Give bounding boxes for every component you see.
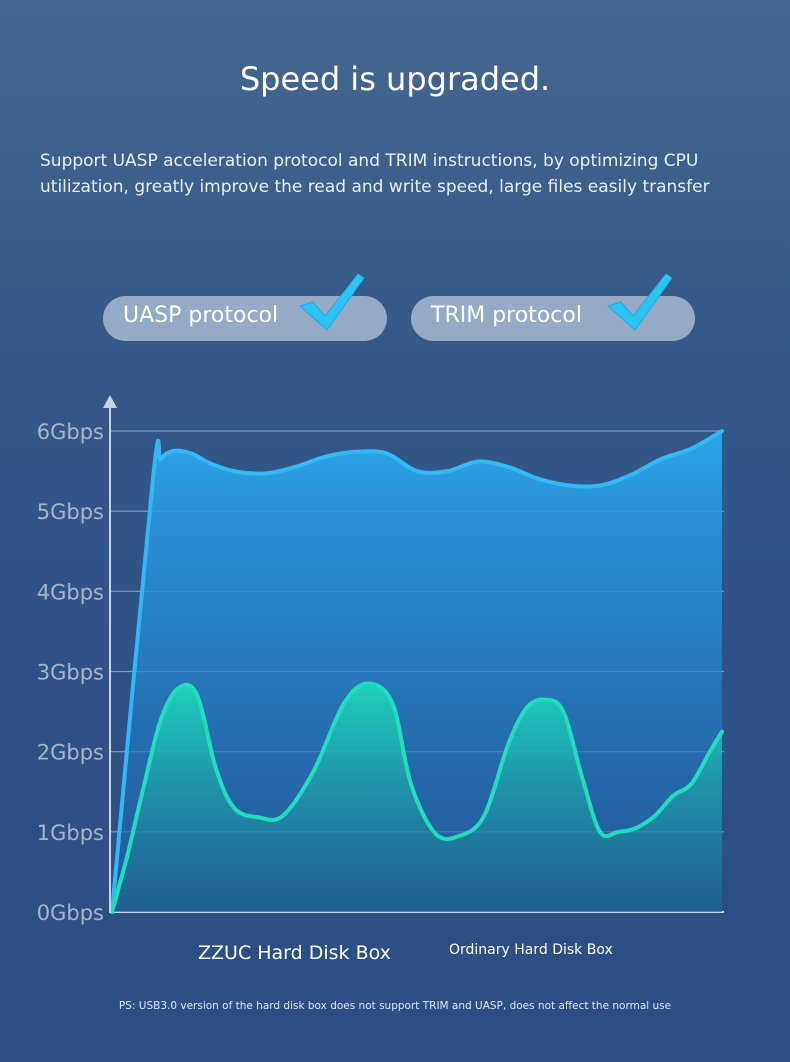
y-tick-label: 1Gbps (37, 821, 104, 845)
ordinary-series-area (112, 683, 722, 912)
y-axis-arrow (103, 395, 117, 408)
zzuc-series-line (110, 429, 724, 914)
trim-protocol-badge: TRIM protocol (411, 273, 695, 341)
speed-chart: 0Gbps 1Gbps 2Gbps 3Gbps 4Gbps 5Gbps 6Gbps (37, 395, 724, 925)
y-tick-label: 0Gbps (37, 901, 104, 925)
checkmark-icon (299, 273, 365, 331)
uasp-protocol-badge: UASP protocol (103, 273, 387, 341)
page-title: Speed is upgraded. (239, 60, 551, 98)
legend-ordinary: Ordinary Hard Disk Box (449, 942, 613, 958)
description-text: Support UASP acceleration protocol and T… (40, 151, 710, 197)
y-tick-label: 3Gbps (37, 661, 104, 685)
y-tick-label: 4Gbps (37, 580, 104, 604)
ordinary-series-line (110, 681, 724, 914)
checkmark-icon (607, 273, 673, 331)
axes (103, 395, 117, 913)
legend-zzuc: ZZUC Hard Disk Box (198, 942, 391, 964)
data-areas (110, 429, 724, 914)
y-tick-labels: 0Gbps 1Gbps 2Gbps 3Gbps 4Gbps 5Gbps 6Gbps (37, 420, 104, 925)
footnote: PS: USB3.0 version of the hard disk box … (118, 1000, 672, 1012)
trim-protocol-label: TRIM protocol (431, 303, 582, 328)
y-tick-label: 6Gbps (37, 420, 104, 444)
uasp-protocol-label: UASP protocol (123, 303, 279, 328)
y-tick-label: 2Gbps (37, 741, 104, 765)
y-tick-label: 5Gbps (37, 500, 104, 524)
